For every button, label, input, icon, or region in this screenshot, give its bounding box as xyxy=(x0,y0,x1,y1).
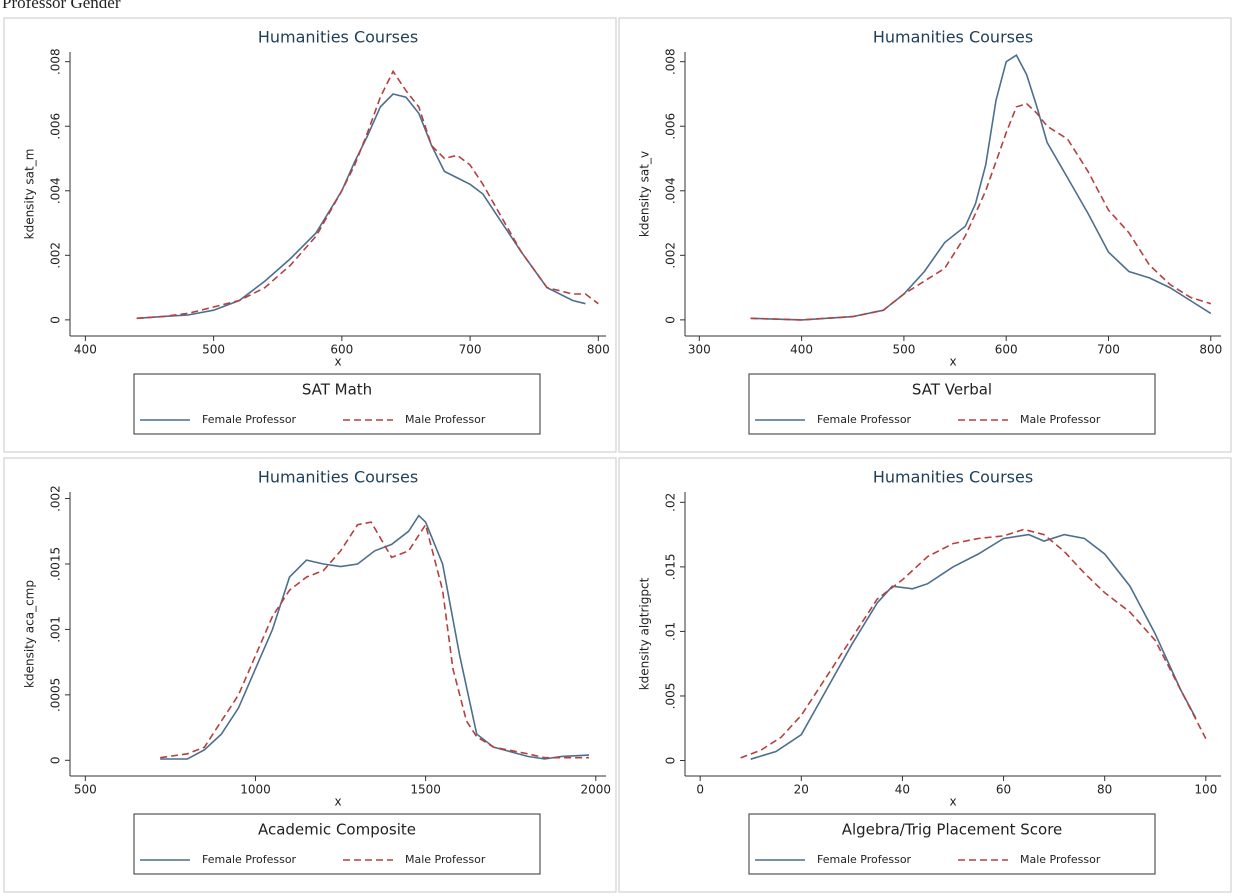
legend-entry: Male Professor xyxy=(1020,413,1101,426)
y-axis-label: kdensity aca_cmp xyxy=(23,580,37,688)
y-tick-label: .01 xyxy=(664,622,678,641)
x-tick-label: 300 xyxy=(688,343,711,357)
chart-panel: Humanities Courses 0 .005 .01 .015 .02 0 20 40 60… xyxy=(618,457,1232,893)
y-tick-label: .006 xyxy=(49,113,63,140)
chart-title: Humanities Courses xyxy=(258,28,418,47)
x-axis-label: x xyxy=(949,795,956,809)
legend-box xyxy=(133,373,541,435)
density-line xyxy=(136,69,599,320)
x-tick-label: 500 xyxy=(74,783,97,797)
density-line xyxy=(160,521,589,759)
y-tick-label: .002 xyxy=(49,485,63,512)
x-axis-label: x xyxy=(949,355,956,369)
chart-title: Humanities Courses xyxy=(873,468,1033,487)
x-tick-label: 0 xyxy=(696,783,704,797)
density-line xyxy=(750,102,1212,321)
x-tick-label: 800 xyxy=(587,343,610,357)
legend-entry: Female Professor xyxy=(202,413,297,426)
y-axis-label: kdensity sat_m xyxy=(23,149,37,240)
x-tick-label: 500 xyxy=(892,343,915,357)
x-tick-label: 400 xyxy=(790,343,813,357)
x-tick-label: 80 xyxy=(1097,783,1112,797)
y-tick-label: .001 xyxy=(49,616,63,643)
y-tick-label: .006 xyxy=(664,113,678,140)
x-axis-label: x xyxy=(334,355,341,369)
legend-box xyxy=(133,813,541,875)
legend-title: SAT Math xyxy=(302,381,372,399)
x-tick-label: 2000 xyxy=(581,783,612,797)
legend-entry: Male Professor xyxy=(405,413,486,426)
y-axis-label: kdensity algtrigpct xyxy=(638,577,652,690)
y-tick-label: 0 xyxy=(664,757,678,765)
x-tick-label: 400 xyxy=(74,343,97,357)
x-axis-label: x xyxy=(334,795,341,809)
chart-panel: Humanities Courses 0 .002 .004 .006 .008 300 40… xyxy=(618,17,1232,453)
legend-title: Algebra/Trig Placement Score xyxy=(842,821,1063,839)
x-tick-label: 700 xyxy=(1097,343,1120,357)
chart-panel: Humanities Courses 0 .0005 .001 .0015 .002 500… xyxy=(3,457,617,893)
legend-box xyxy=(748,813,1156,875)
legend-entry: Male Professor xyxy=(1020,853,1101,866)
x-tick-label: 20 xyxy=(794,783,809,797)
chart-panel: Humanities Courses 0 .002 .004 .006 .008 400 50… xyxy=(3,17,617,453)
y-tick-label: .008 xyxy=(49,48,63,75)
legend-title: Academic Composite xyxy=(258,821,416,839)
x-tick-label: 500 xyxy=(202,343,225,357)
y-tick-label: .004 xyxy=(664,177,678,204)
density-line xyxy=(740,528,1207,759)
legend-entry: Female Professor xyxy=(202,853,297,866)
y-tick-label: .004 xyxy=(49,177,63,204)
x-tick-label: 60 xyxy=(996,783,1011,797)
x-tick-label: 1500 xyxy=(410,783,441,797)
y-tick-label: .002 xyxy=(49,242,63,269)
x-tick-label: 800 xyxy=(1199,343,1222,357)
y-tick-label: 0 xyxy=(49,756,63,764)
y-tick-label: 0 xyxy=(49,316,63,324)
y-tick-label: .002 xyxy=(664,242,678,269)
density-line xyxy=(750,533,1197,760)
y-tick-label: .015 xyxy=(664,554,678,581)
legend-entry: Female Professor xyxy=(817,413,912,426)
chart-title: Humanities Courses xyxy=(873,28,1033,47)
x-tick-label: 700 xyxy=(459,343,482,357)
x-tick-label: 100 xyxy=(1194,783,1217,797)
y-axis-label: kdensity sat_v xyxy=(638,151,652,237)
x-tick-label: 600 xyxy=(330,343,353,357)
y-tick-label: 0 xyxy=(664,316,678,324)
legend-entry: Female Professor xyxy=(817,853,912,866)
y-tick-label: .0015 xyxy=(49,547,63,581)
x-tick-label: 1000 xyxy=(240,783,271,797)
y-tick-label: .008 xyxy=(664,48,678,75)
x-tick-label: 600 xyxy=(995,343,1018,357)
legend-entry: Male Professor xyxy=(405,853,486,866)
chart-title: Humanities Courses xyxy=(258,468,418,487)
figure-header: Professor Gender xyxy=(2,0,121,12)
y-tick-label: .005 xyxy=(664,683,678,710)
legend-title: SAT Verbal xyxy=(912,381,992,399)
x-tick-label: 40 xyxy=(895,783,910,797)
y-tick-label: .0005 xyxy=(49,678,63,712)
y-tick-label: .02 xyxy=(664,493,678,512)
legend-box xyxy=(748,373,1156,435)
